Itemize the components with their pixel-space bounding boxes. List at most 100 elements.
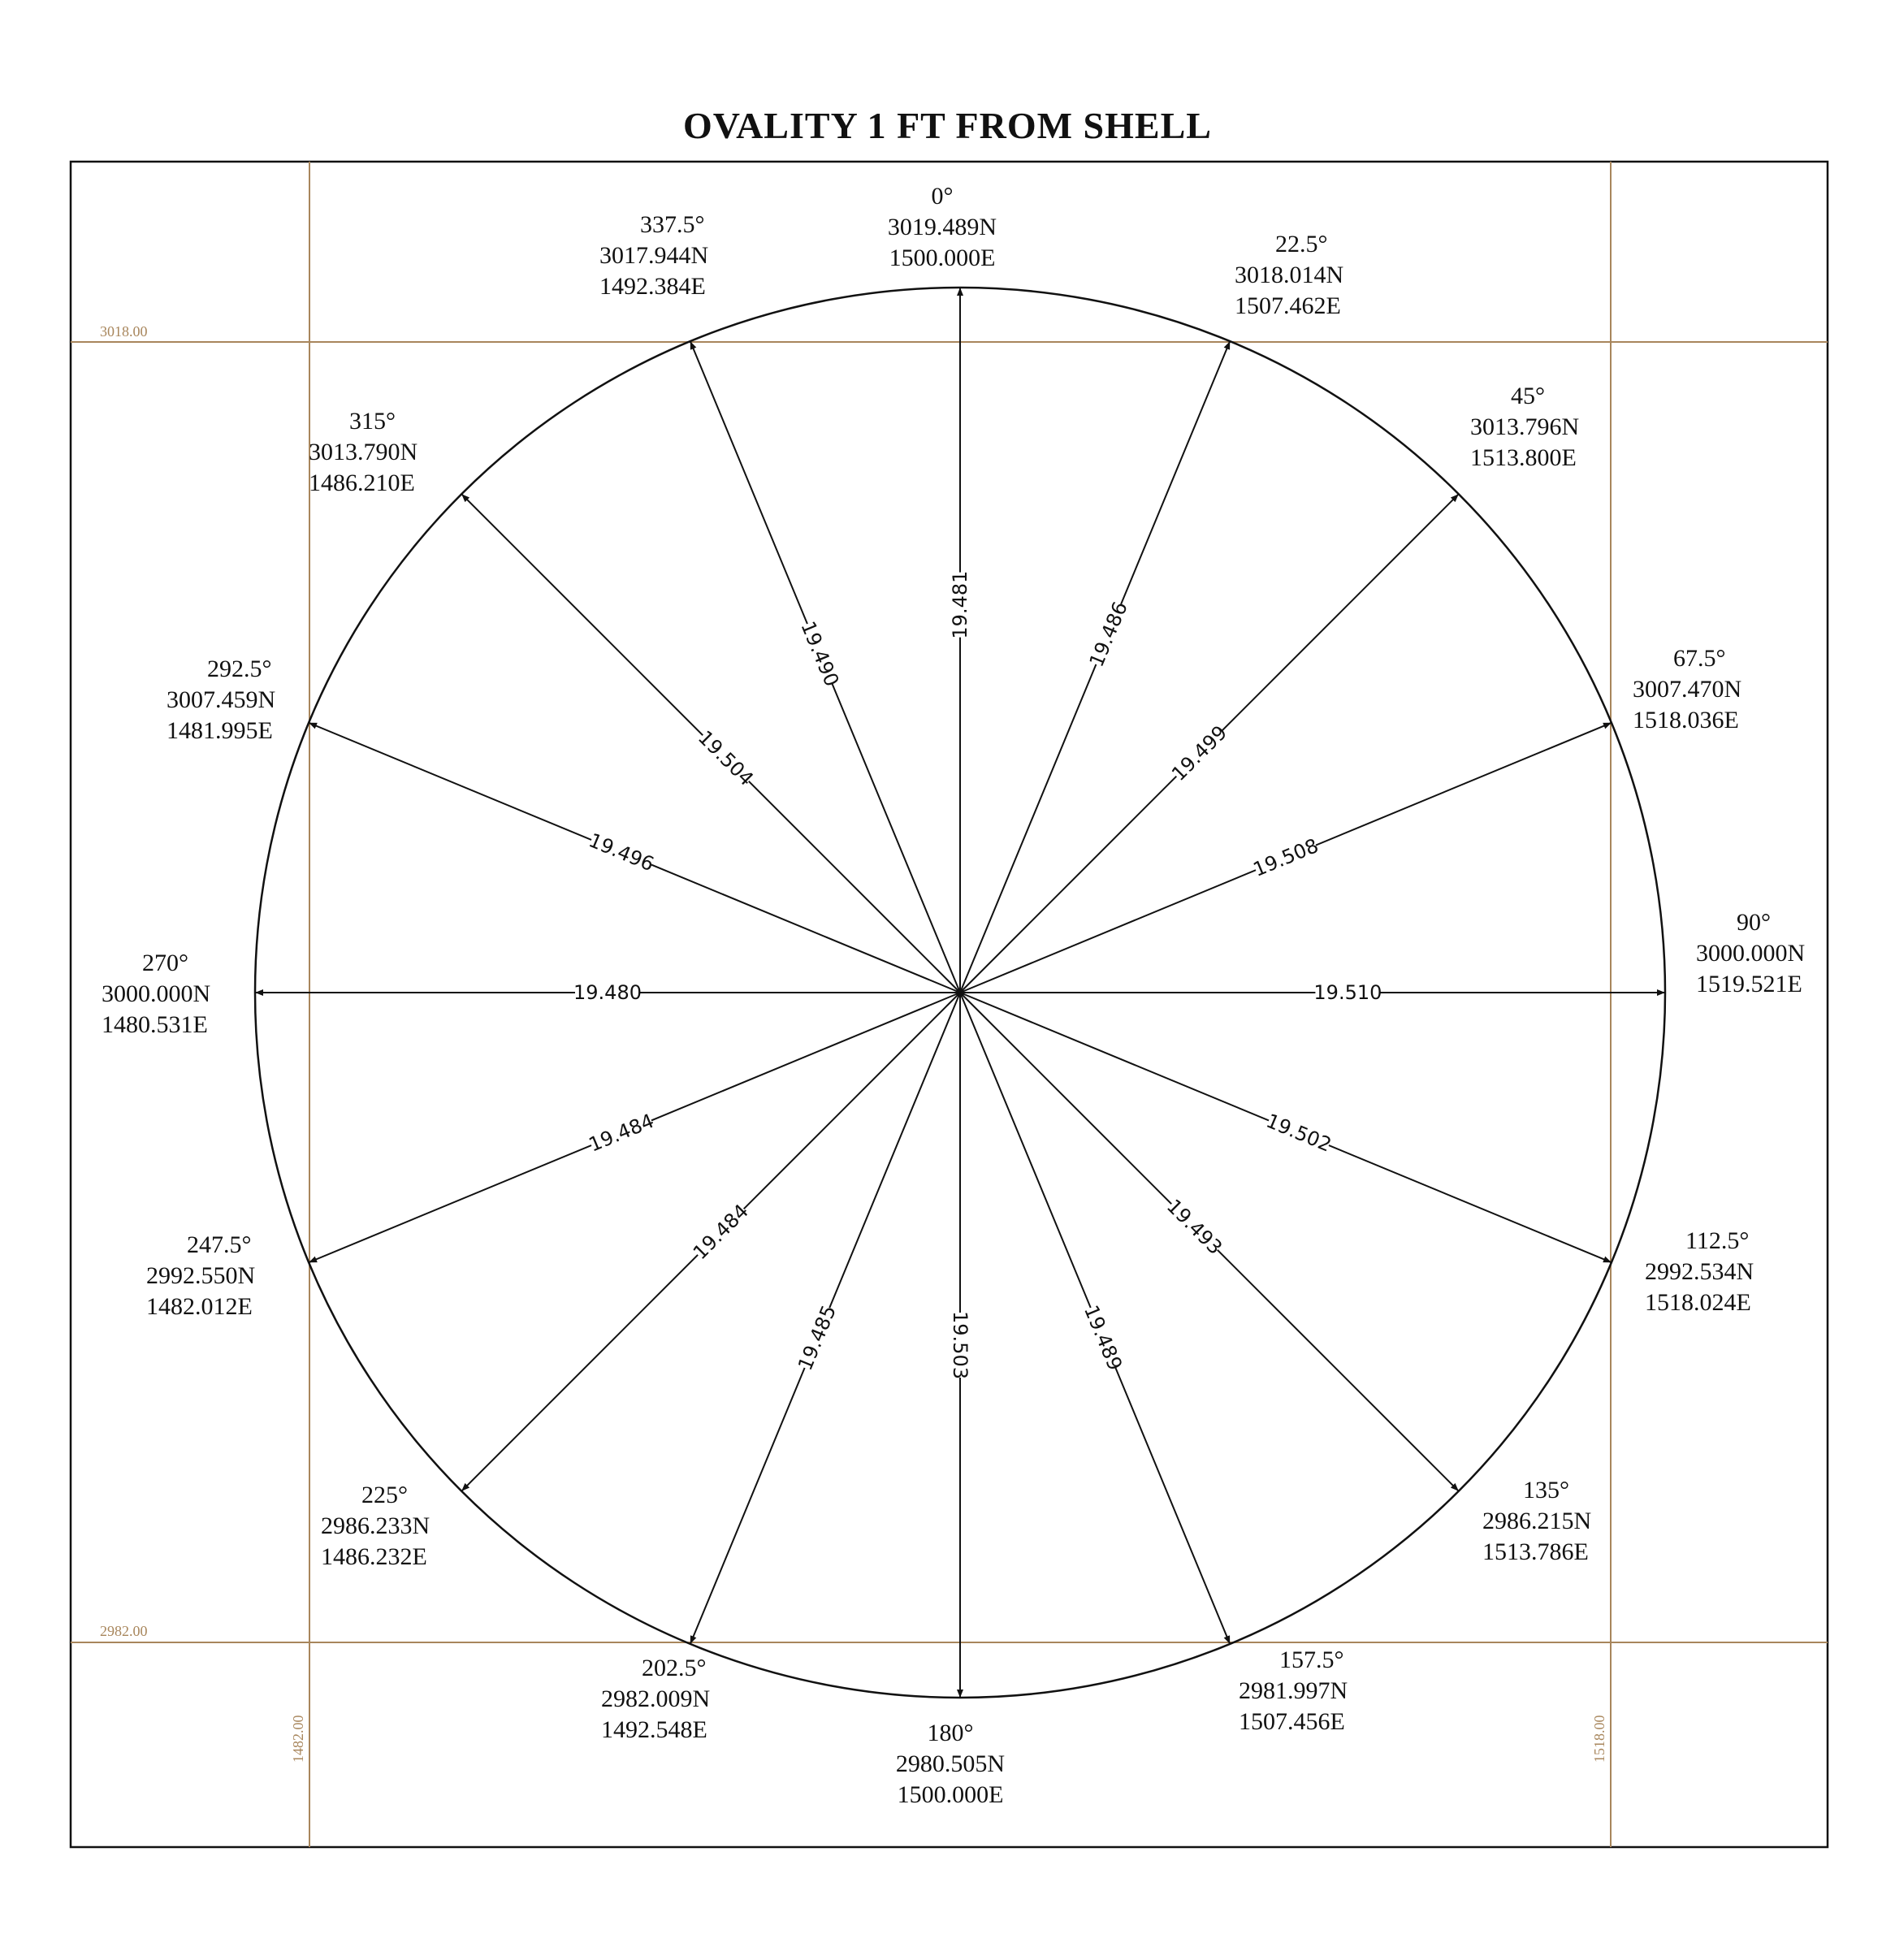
distance-label: 19.486 <box>1085 599 1132 670</box>
point-northing: 2992.534N <box>1645 1258 1754 1285</box>
point-label: 0° 3019.489N 1500.000E <box>888 183 997 271</box>
point-label: 202.5° 2982.009N 1492.548E <box>601 1655 710 1743</box>
distance-label: 19.510 <box>1313 981 1382 1004</box>
distance-label: 19.504 <box>694 726 758 790</box>
distance-label: 19.489 <box>1079 1302 1127 1374</box>
distance-label: 19.499 <box>1167 721 1231 785</box>
distance-label: 19.502 <box>1263 1110 1335 1157</box>
point-easting: 1486.210E <box>309 469 415 496</box>
point-northing: 3019.489N <box>888 214 997 240</box>
point-angle: 292.5° <box>207 655 272 682</box>
point-angle: 270° <box>142 950 188 976</box>
point-northing: 2981.997N <box>1239 1677 1348 1704</box>
distance-label-group: 19.493 <box>1162 1195 1227 1259</box>
point-northing: 3000.000N <box>1696 940 1805 967</box>
point-labels: 0° 3019.489N 1500.000E 22.5° 3018.014N 1507.4… <box>102 183 1805 1808</box>
distance-label-group: 19.503 <box>949 1311 971 1379</box>
point-angle: 225° <box>361 1482 408 1508</box>
distance-label-gap <box>575 981 640 1004</box>
point-northing: 3000.000N <box>102 980 210 1007</box>
distance-label-group: 19.510 <box>1313 981 1382 1004</box>
point-northing: 2986.233N <box>321 1512 430 1539</box>
point-angle: 202.5° <box>642 1655 707 1681</box>
point-easting: 1519.521E <box>1696 971 1802 997</box>
point-label: 112.5° 2992.534N 1518.024E <box>1645 1227 1754 1316</box>
distance-label-group: 19.489 <box>1079 1302 1127 1374</box>
point-label: 225° 2986.233N 1486.232E <box>321 1482 430 1570</box>
distance-label: 19.484 <box>586 1110 657 1157</box>
point-label: 180° 2980.505N 1500.000E <box>896 1720 1005 1808</box>
point-angle: 157.5° <box>1279 1646 1344 1673</box>
point-northing: 3018.014N <box>1235 262 1343 288</box>
distance-label: 19.485 <box>794 1302 841 1374</box>
point-label: 90° 3000.000N 1519.521E <box>1696 909 1805 997</box>
distance-label-gap <box>1085 599 1131 669</box>
point-angle: 45° <box>1511 383 1545 409</box>
point-easting: 1492.384E <box>599 273 706 300</box>
point-northing: 3013.790N <box>309 439 418 465</box>
radial-lines <box>255 288 1665 1698</box>
point-label: 22.5° 3018.014N 1507.462E <box>1235 231 1343 319</box>
point-label: 45° 3013.796N 1513.800E <box>1470 383 1579 471</box>
drawing-frame <box>69 160 1829 1849</box>
grid-label-north-top: 3018.00 <box>100 323 148 340</box>
point-label: 135° 2986.215N 1513.786E <box>1482 1477 1591 1565</box>
radial-line <box>959 340 1231 993</box>
point-easting: 1518.036E <box>1633 707 1739 733</box>
grid-label-east-left: 1482.00 <box>290 1716 306 1763</box>
grid-label-east-right: 1518.00 <box>1591 1716 1607 1763</box>
grid-lines <box>71 162 1828 1847</box>
distance-label-group: 19.486 <box>1085 599 1132 670</box>
distance-label-group: 19.484 <box>586 1110 657 1157</box>
point-easting: 1500.000E <box>889 244 996 271</box>
point-easting: 1500.000E <box>898 1781 1004 1808</box>
distance-label-gap <box>949 572 971 638</box>
point-label: 315° 3013.790N 1486.210E <box>309 408 418 496</box>
point-northing: 3007.470N <box>1633 676 1741 703</box>
point-angle: 247.5° <box>187 1231 252 1258</box>
distance-label: 19.503 <box>949 1311 971 1379</box>
point-label: 270° 3000.000N 1480.531E <box>102 950 210 1038</box>
distance-label-gap <box>694 727 757 790</box>
distance-label-group: 19.485 <box>794 1302 841 1374</box>
point-easting: 1482.012E <box>146 1293 253 1320</box>
point-angle: 0° <box>932 183 954 210</box>
point-label: 67.5° 3007.470N 1518.036E <box>1633 645 1741 733</box>
point-northing: 2982.009N <box>601 1685 710 1712</box>
point-easting: 1480.531E <box>102 1011 208 1038</box>
point-easting: 1513.800E <box>1470 444 1577 471</box>
distance-label-gap <box>797 619 843 689</box>
distance-label-gap <box>1251 834 1321 881</box>
point-label: 157.5° 2981.997N 1507.456E <box>1239 1646 1348 1735</box>
distance-label-gap <box>690 1201 752 1263</box>
distance-label-group: 19.504 <box>694 726 758 790</box>
point-angle: 90° <box>1737 909 1771 936</box>
point-angle: 337.5° <box>640 211 705 238</box>
grid-label-north-bottom: 2982.00 <box>100 1623 148 1639</box>
point-easting: 1513.786E <box>1482 1538 1589 1565</box>
point-northing: 2980.505N <box>896 1750 1005 1777</box>
distance-label-group: 19.484 <box>689 1200 753 1264</box>
distance-label: 19.480 <box>573 981 642 1004</box>
point-northing: 2986.215N <box>1482 1508 1591 1534</box>
point-northing: 3017.944N <box>599 242 708 269</box>
distance-label-group: 19.490 <box>796 618 843 690</box>
point-northing: 2992.550N <box>146 1262 255 1289</box>
point-easting: 1492.548E <box>601 1716 707 1743</box>
point-label: 247.5° 2992.550N 1482.012E <box>146 1231 255 1320</box>
point-northing: 3007.459N <box>167 686 275 713</box>
distance-label: 19.508 <box>1250 834 1322 881</box>
distance-label-group: 19.499 <box>1167 721 1231 785</box>
distance-label-group: 19.496 <box>586 829 657 876</box>
point-angle: 135° <box>1523 1477 1569 1504</box>
distance-label: 19.490 <box>796 618 843 690</box>
point-angle: 112.5° <box>1685 1227 1749 1254</box>
point-angle: 180° <box>928 1720 974 1746</box>
diagram-title: OVALITY 1 FT FROM SHELL <box>683 105 1212 146</box>
point-label: 337.5° 3017.944N 1492.384E <box>599 211 708 300</box>
distance-label-gap <box>1163 1196 1226 1258</box>
point-easting: 1518.024E <box>1645 1289 1751 1316</box>
distance-label-gap <box>1264 1110 1334 1156</box>
point-northing: 3013.796N <box>1470 413 1579 440</box>
distance-label-gap <box>1168 722 1231 785</box>
